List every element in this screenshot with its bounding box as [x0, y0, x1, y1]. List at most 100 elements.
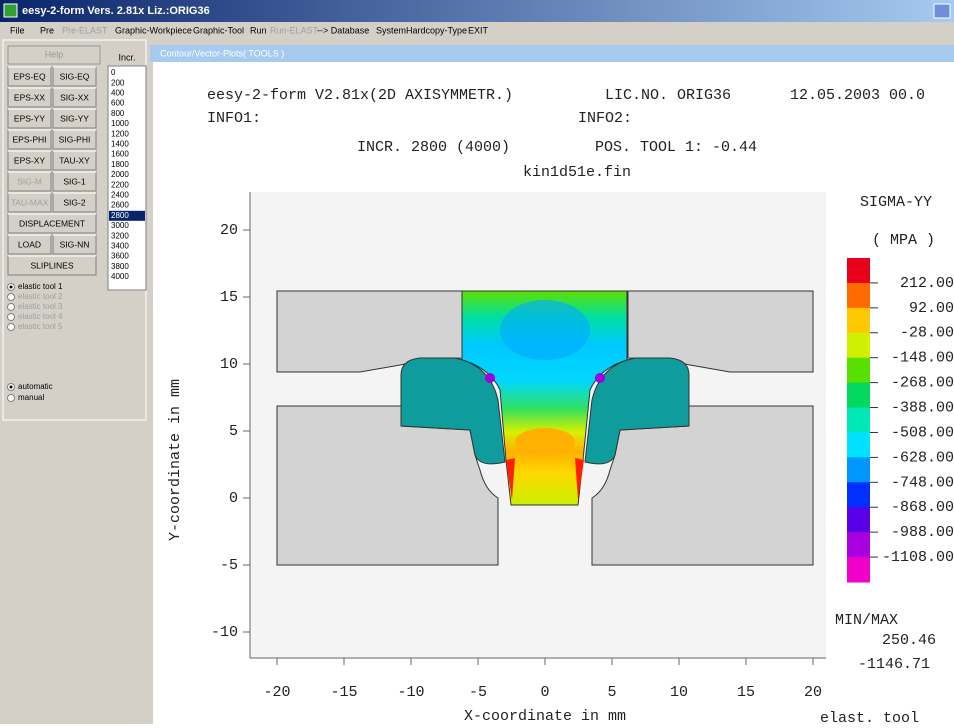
increment-item[interactable]: 400	[111, 89, 125, 98]
minimize-button[interactable]	[933, 3, 951, 19]
legend-label: -748.00	[891, 474, 954, 491]
menu-bar	[0, 22, 954, 38]
legend-label: -508.00	[891, 424, 954, 441]
menu-item[interactable]: Hardcopy-Type	[406, 25, 467, 35]
radio-button[interactable]	[7, 293, 15, 301]
y-tick-label: 5	[229, 423, 238, 440]
radio-button[interactable]	[7, 313, 15, 321]
radio-label: elastic tool 3	[18, 302, 63, 311]
increment-item[interactable]: 3200	[111, 231, 129, 240]
incr-label: Incr.	[118, 52, 135, 62]
increment-item[interactable]: 1000	[111, 119, 129, 128]
info2: INFO2:	[578, 110, 632, 127]
workpiece	[461, 290, 628, 506]
menu-item[interactable]: EXIT	[468, 25, 489, 35]
increment-info: INCR. 2800 (4000)	[357, 139, 510, 156]
info1: INFO1:	[207, 110, 261, 127]
contour-zone	[485, 373, 495, 383]
increment-item[interactable]: 600	[111, 99, 125, 108]
increment-item[interactable]: 3800	[111, 262, 129, 271]
menu-item[interactable]: Graphic-Tool	[193, 25, 244, 35]
button-label: TAU-XY	[59, 155, 90, 165]
contour-zone	[595, 373, 605, 383]
x-tick-label: -5	[469, 684, 487, 701]
title-bar	[0, 0, 954, 22]
legend-swatch	[847, 332, 870, 359]
y-tick-label: -10	[211, 624, 238, 641]
increment-item[interactable]: 3000	[111, 221, 129, 230]
radio-label: automatic	[18, 382, 53, 391]
contour-zone	[506, 458, 515, 500]
legend-label: -388.00	[891, 400, 954, 417]
legend-label: -268.00	[891, 375, 954, 392]
increment-list[interactable]	[107, 65, 147, 291]
legend-swatch	[847, 258, 870, 284]
plot-window-titlebar	[150, 45, 954, 62]
button-label: SIG-XX	[60, 92, 89, 102]
help-label: Help	[45, 49, 64, 59]
menu-item[interactable]: Run-ELAST	[270, 25, 319, 35]
radio-dot	[9, 285, 13, 289]
x-axis-label: X-coordinate in mm	[464, 708, 626, 724]
button-label: SIG-1	[63, 176, 85, 186]
increment-item[interactable]: 3600	[111, 252, 129, 261]
footer-label: elast. tool	[820, 710, 919, 724]
x-tick-label: -15	[330, 684, 357, 701]
y-tick-label: 10	[220, 356, 238, 373]
radio-label: elastic tool 5	[18, 322, 63, 331]
radio-label: elastic tool 1	[18, 282, 63, 291]
button-label: DISPLACEMENT	[19, 218, 85, 228]
increment-item[interactable]: 4000	[111, 272, 129, 281]
menu-item[interactable]: File	[10, 25, 25, 35]
min-max-label: MIN/MAX	[835, 612, 898, 629]
increment-item[interactable]: 2200	[111, 180, 129, 189]
increment-item[interactable]: 3400	[111, 242, 129, 251]
radio-button[interactable]	[7, 394, 15, 402]
button-label: SLIPLINES	[31, 260, 74, 270]
increment-item[interactable]: 2000	[111, 170, 129, 179]
button-label: SIG-NN	[60, 239, 90, 249]
button-label: SIG-PHI	[59, 134, 91, 144]
x-tick-label: -20	[263, 684, 290, 701]
increment-item[interactable]: 2600	[111, 201, 129, 210]
help-button[interactable]	[7, 45, 101, 65]
menu-item[interactable]: Graphic-Workpiece	[115, 25, 192, 35]
radio-button[interactable]	[7, 303, 15, 311]
increment-item[interactable]: 1800	[111, 160, 129, 169]
button-label: EPS-XX	[14, 92, 46, 102]
legend-label: -988.00	[891, 524, 954, 541]
legend-title: SIGMA-YY	[860, 194, 932, 211]
legend-label: -148.00	[891, 350, 954, 367]
y-tick-label: 15	[220, 289, 238, 306]
contour-zone	[515, 428, 575, 456]
increment-item[interactable]: 1200	[111, 129, 129, 138]
button-label: LOAD	[18, 239, 41, 249]
selected-increment	[109, 210, 145, 221]
increment-item[interactable]: 0	[111, 68, 116, 77]
file-name: kin1d51e.fin	[523, 164, 631, 181]
button-label: EPS-YY	[14, 113, 46, 123]
legend-swatch	[847, 457, 870, 483]
increment-item[interactable]: 800	[111, 109, 125, 118]
radio-button[interactable]	[7, 323, 15, 331]
legend-label: 212.00	[900, 275, 954, 292]
x-tick-label: 15	[737, 684, 755, 701]
button-label: TAU-MAX	[11, 197, 49, 207]
increment-item[interactable]: 2800	[111, 211, 129, 220]
increment-item[interactable]: 1400	[111, 140, 129, 149]
legend-swatch	[847, 382, 870, 409]
menu-item[interactable]: System	[376, 25, 406, 35]
legend-label: -28.00	[900, 325, 954, 342]
increment-item[interactable]: 1600	[111, 150, 129, 159]
menu-item[interactable]: Pre-ELAST	[62, 25, 108, 35]
x-tick-label: 5	[607, 684, 616, 701]
contour-zone	[575, 458, 584, 500]
min-value: -1146.71	[858, 656, 930, 673]
legend-swatch	[847, 432, 870, 458]
increment-item[interactable]: 200	[111, 78, 125, 87]
menu-item[interactable]: Run	[250, 25, 267, 35]
menu-item[interactable]: Pre	[40, 25, 54, 35]
increment-item[interactable]: 2400	[111, 191, 129, 200]
menu-item[interactable]: --> Database	[317, 25, 369, 35]
